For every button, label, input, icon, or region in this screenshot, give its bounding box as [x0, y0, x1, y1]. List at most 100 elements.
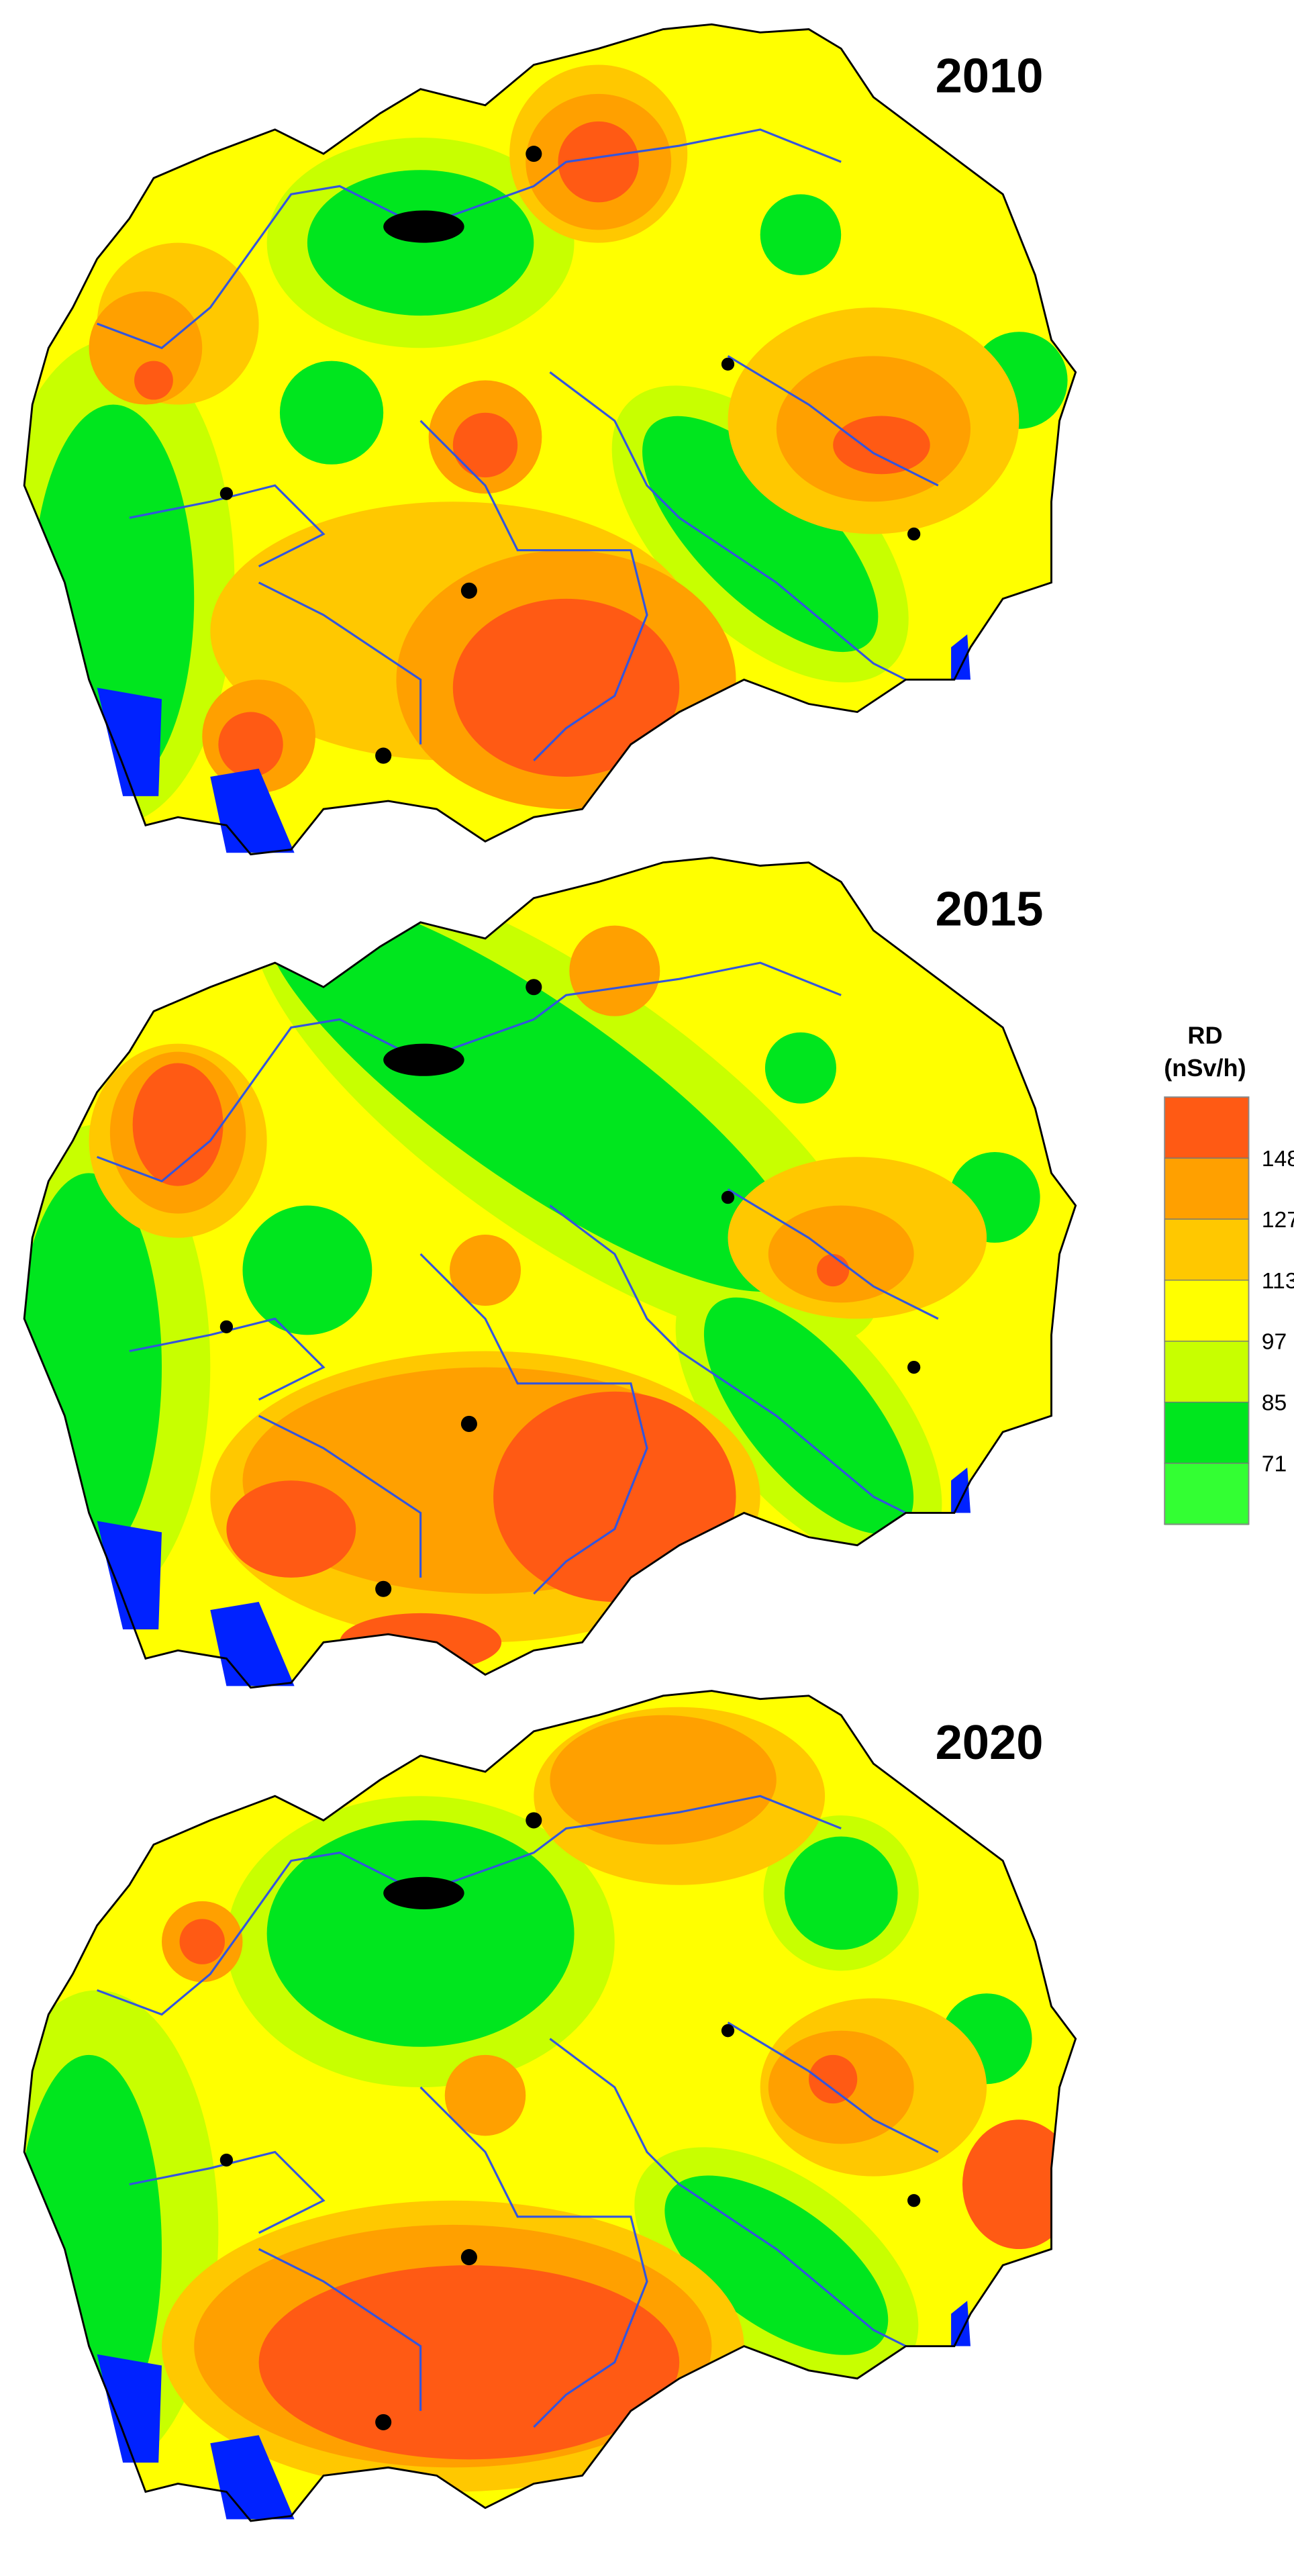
- city: [721, 2024, 735, 2038]
- map-fill: [24, 24, 1076, 855]
- value-zone: [444, 2054, 526, 2136]
- legend: RD (nSv/h) 148 127 113 97 85 71: [1164, 1022, 1294, 1525]
- city: [219, 2153, 234, 2167]
- value-zone: [449, 1234, 521, 1306]
- legend-unit: (nSv/h): [1164, 1054, 1246, 1082]
- value-zone: [550, 1715, 777, 1845]
- city: [721, 1190, 735, 1204]
- city: [907, 2194, 921, 2207]
- city: [907, 1360, 921, 1374]
- value-zone: [307, 170, 534, 316]
- city: [375, 1580, 392, 1597]
- lake: [97, 1521, 162, 1630]
- value-zone: [452, 598, 680, 777]
- city: [721, 357, 735, 371]
- map-fill: [24, 1690, 1076, 2521]
- value-zone: [24, 1173, 162, 1562]
- lake: [951, 634, 970, 680]
- value-zone: [833, 416, 930, 475]
- river: [549, 2038, 907, 2348]
- legend-label: 85: [1262, 1390, 1287, 1416]
- lake: [951, 1468, 970, 1513]
- river: [258, 581, 422, 745]
- map-overlays: [23, 23, 1077, 2522]
- legend-label: 71: [1262, 1451, 1287, 1477]
- legend-swatch: [1164, 1219, 1249, 1281]
- value-zone: [768, 1205, 914, 1303]
- river: [419, 2086, 648, 2428]
- city: [460, 2249, 477, 2266]
- value-zone: [179, 1919, 225, 1964]
- map-2020: [24, 1690, 1076, 2521]
- value-zone: [760, 194, 842, 275]
- map-title: 2020: [936, 1716, 1044, 1770]
- city: [526, 146, 542, 162]
- legend-swatch: [1164, 1280, 1249, 1342]
- value-zone: [132, 1063, 223, 1186]
- value-zone: [569, 925, 660, 1016]
- value-zone: [764, 1032, 836, 1104]
- city: [526, 979, 542, 996]
- river: [727, 354, 939, 487]
- value-zone: [279, 361, 384, 465]
- river: [549, 371, 907, 681]
- city: [375, 747, 392, 764]
- legend-frame: [1164, 1096, 1250, 1525]
- value-zone: [817, 1253, 850, 1287]
- river: [419, 1253, 648, 1595]
- river: [727, 2021, 939, 2153]
- city: [907, 527, 921, 541]
- legend-title: RD: [1187, 1022, 1222, 1049]
- lake: [97, 687, 162, 796]
- city: [526, 1812, 542, 1829]
- value-zone: [218, 712, 283, 777]
- river: [727, 1188, 939, 1320]
- legend-label: 127: [1262, 1207, 1294, 1233]
- value-zone: [226, 1480, 356, 1578]
- legend-swatch: [1164, 1158, 1249, 1221]
- map-features: [23, 1690, 1077, 2522]
- map-2010: [24, 24, 1076, 855]
- value-zone: [134, 361, 173, 400]
- legend-label: 148: [1262, 1146, 1294, 1172]
- value-zone: [266, 1820, 575, 2047]
- legend-swatch: [1164, 1463, 1249, 1525]
- city: [460, 582, 477, 599]
- value-zone: [452, 412, 518, 478]
- city: [383, 210, 464, 243]
- map-features: [23, 23, 1077, 856]
- city: [375, 2414, 392, 2430]
- city: [219, 487, 234, 500]
- map-title: 2015: [936, 883, 1044, 937]
- legend-label: 97: [1262, 1329, 1287, 1355]
- value-zone: [962, 2119, 1076, 2250]
- river: [549, 1204, 907, 1514]
- river: [129, 484, 326, 568]
- value-zone: [340, 1613, 502, 1672]
- river: [129, 1317, 326, 1401]
- value-zone: [642, 416, 879, 653]
- river: [129, 2150, 326, 2234]
- river: [258, 2248, 422, 2412]
- lake: [951, 2301, 970, 2346]
- legend-label: 113: [1262, 1268, 1294, 1294]
- map-title: 2010: [936, 50, 1044, 103]
- city: [383, 1043, 464, 1076]
- city: [219, 1320, 234, 1333]
- river: [258, 1415, 422, 1578]
- value-zone: [558, 121, 639, 203]
- city: [460, 1415, 477, 1432]
- value-zone: [809, 2054, 858, 2104]
- legend-swatch: [1164, 1341, 1249, 1403]
- value-zone: [493, 1391, 736, 1603]
- river: [419, 420, 648, 761]
- value-zone: [703, 1297, 914, 1535]
- value-zone: [89, 291, 203, 405]
- value-zone: [242, 1205, 372, 1335]
- map-features: [23, 856, 1077, 1689]
- legend-swatch: [1164, 1402, 1249, 1464]
- city: [383, 1876, 464, 1909]
- value-zone: [258, 2265, 680, 2460]
- legend-swatch: [1164, 1097, 1249, 1159]
